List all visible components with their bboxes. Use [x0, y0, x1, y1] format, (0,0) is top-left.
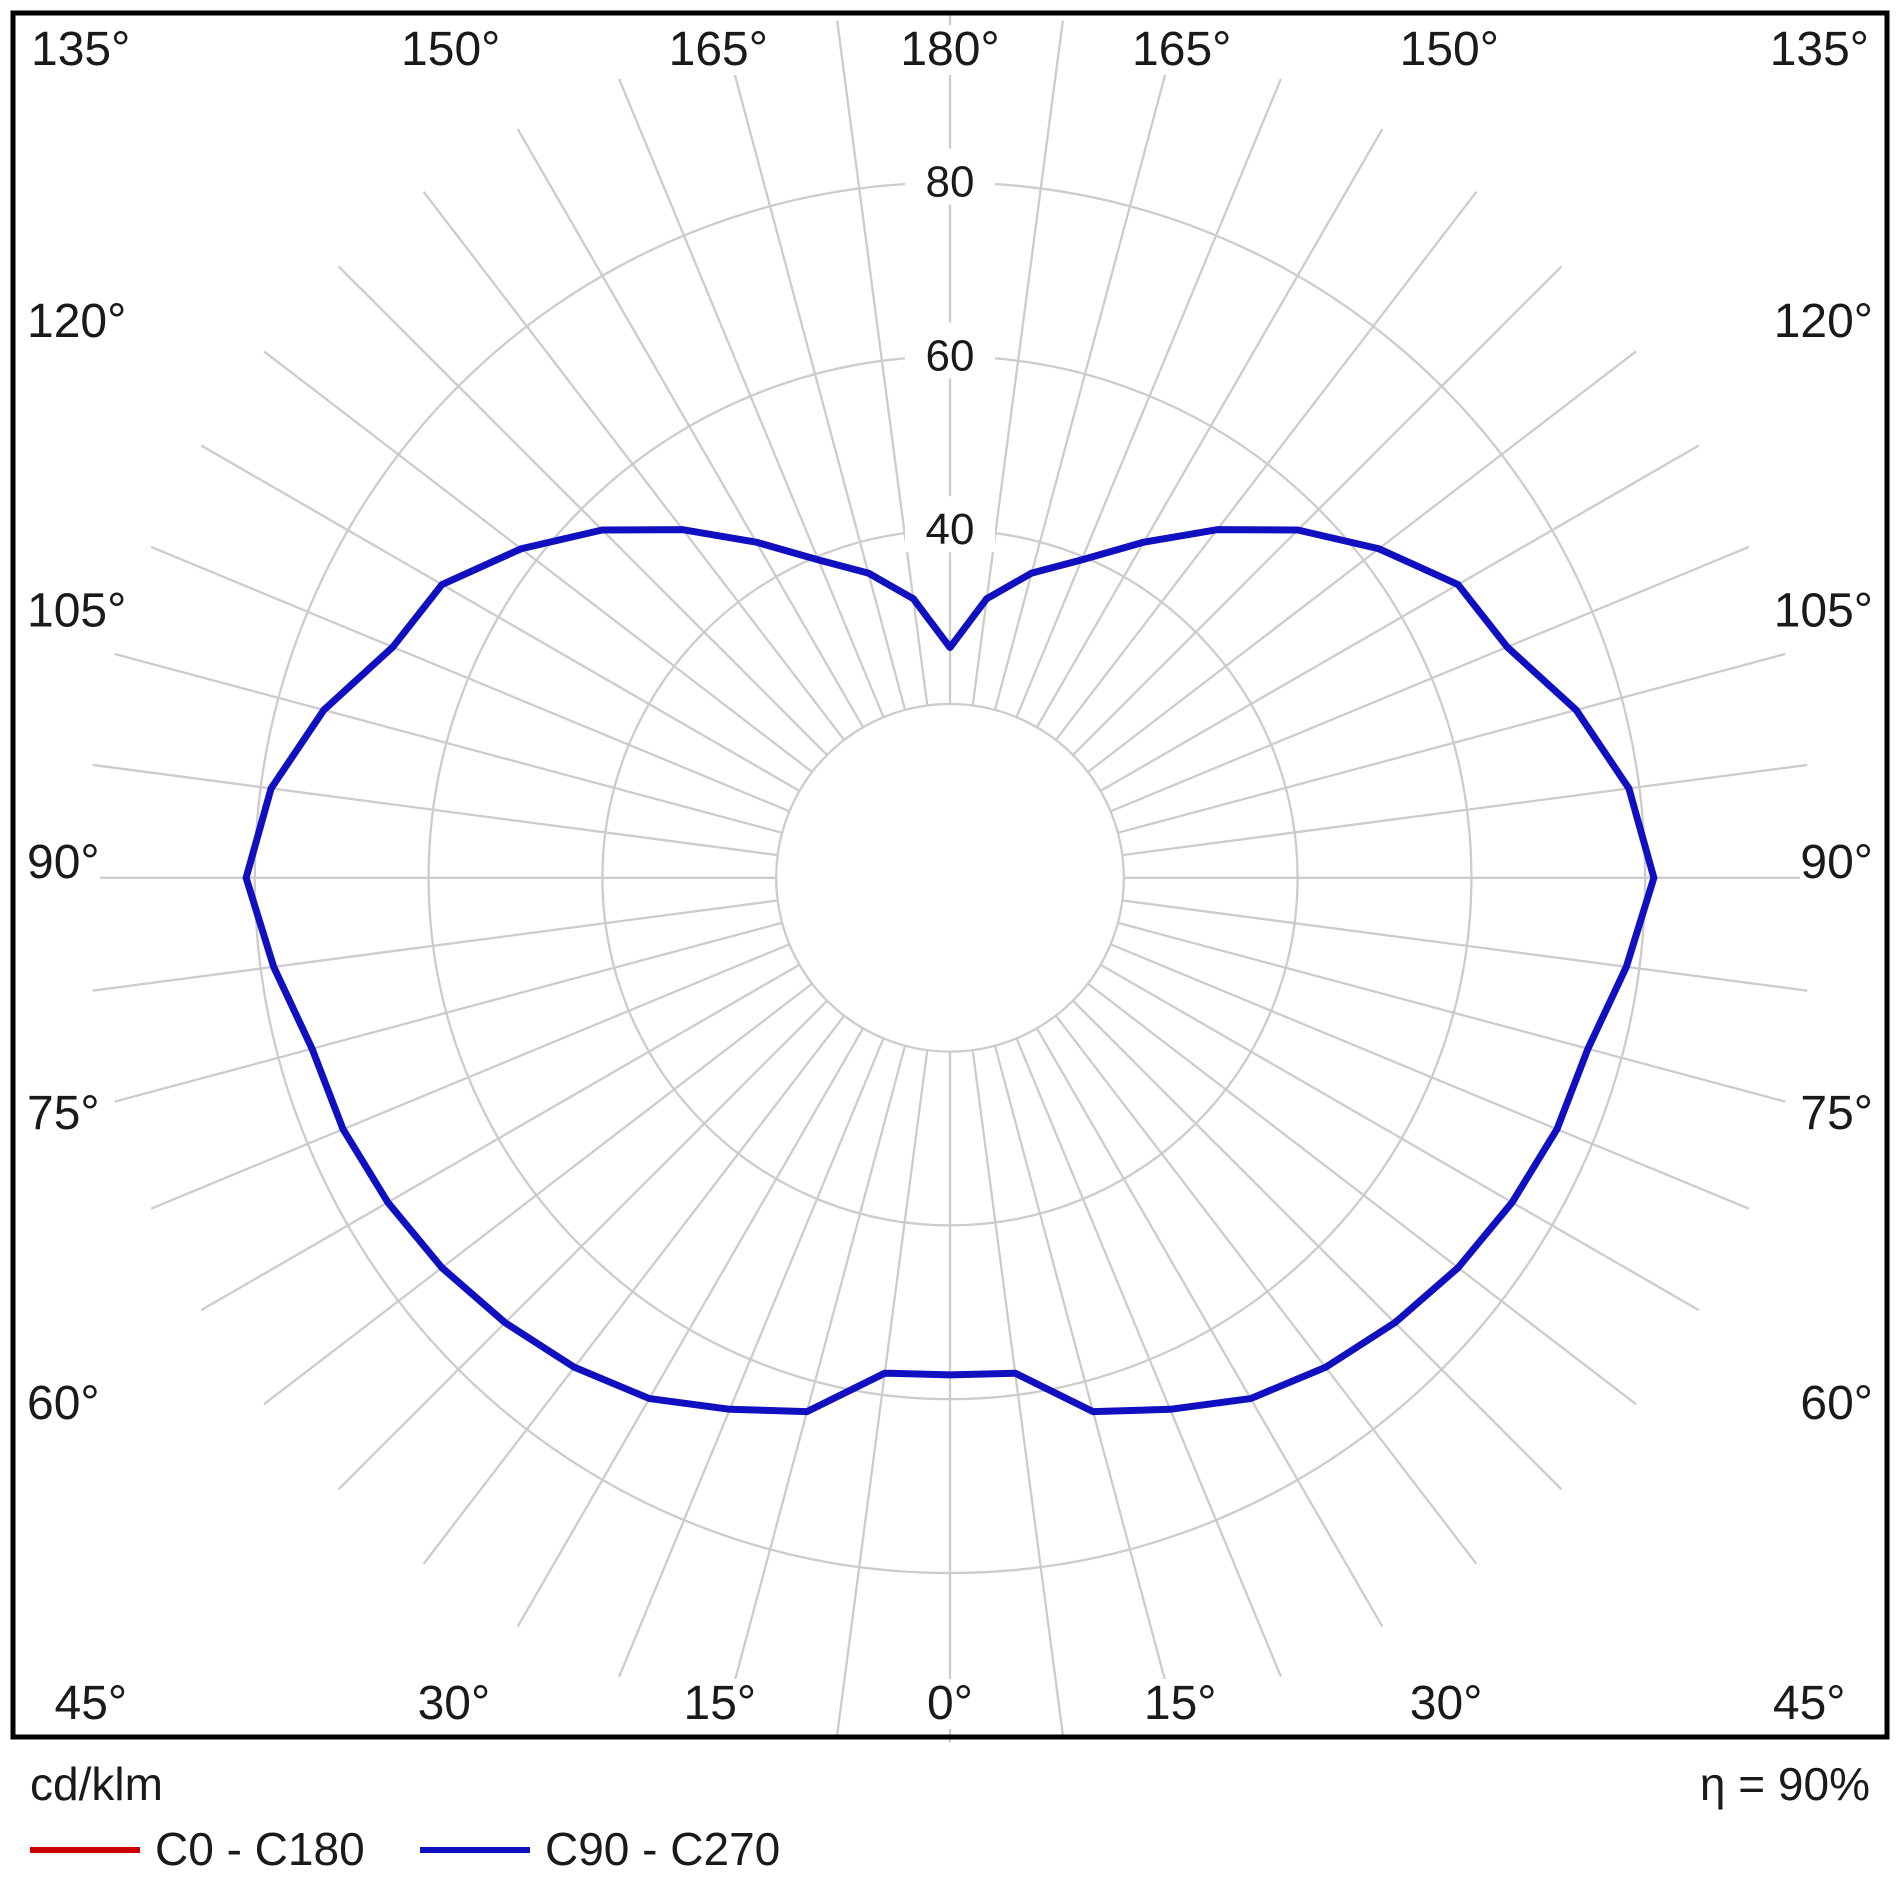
- svg-text:135°: 135°: [31, 23, 130, 76]
- svg-text:150°: 150°: [401, 23, 500, 76]
- svg-text:60°: 60°: [1800, 1377, 1873, 1430]
- svg-text:105°: 105°: [1774, 585, 1873, 638]
- svg-text:75°: 75°: [27, 1087, 100, 1140]
- svg-text:165°: 165°: [1132, 23, 1231, 76]
- svg-text:cd/klm: cd/klm: [30, 1758, 163, 1810]
- svg-text:90°: 90°: [27, 836, 100, 889]
- svg-text:120°: 120°: [1774, 295, 1873, 348]
- svg-text:150°: 150°: [1400, 23, 1499, 76]
- svg-text:η = 90%: η = 90%: [1700, 1758, 1870, 1810]
- svg-text:45°: 45°: [55, 1677, 128, 1730]
- svg-text:135°: 135°: [1770, 23, 1869, 76]
- svg-text:C0 - C180: C0 - C180: [155, 1823, 365, 1875]
- svg-text:45°: 45°: [1773, 1677, 1846, 1730]
- svg-text:15°: 15°: [1144, 1677, 1217, 1730]
- svg-text:120°: 120°: [27, 295, 126, 348]
- svg-text:80: 80: [926, 158, 975, 207]
- svg-text:30°: 30°: [1410, 1677, 1483, 1730]
- svg-text:30°: 30°: [418, 1677, 491, 1730]
- svg-text:165°: 165°: [669, 23, 768, 76]
- svg-text:15°: 15°: [684, 1677, 757, 1730]
- svg-text:C90 - C270: C90 - C270: [545, 1823, 780, 1875]
- svg-text:0°: 0°: [927, 1677, 973, 1730]
- svg-text:75°: 75°: [1800, 1087, 1873, 1140]
- svg-text:105°: 105°: [27, 585, 126, 638]
- svg-text:40: 40: [926, 505, 975, 554]
- svg-text:180°: 180°: [900, 23, 999, 76]
- svg-text:60: 60: [926, 331, 975, 380]
- svg-text:90°: 90°: [1800, 836, 1873, 889]
- svg-text:60°: 60°: [27, 1377, 100, 1430]
